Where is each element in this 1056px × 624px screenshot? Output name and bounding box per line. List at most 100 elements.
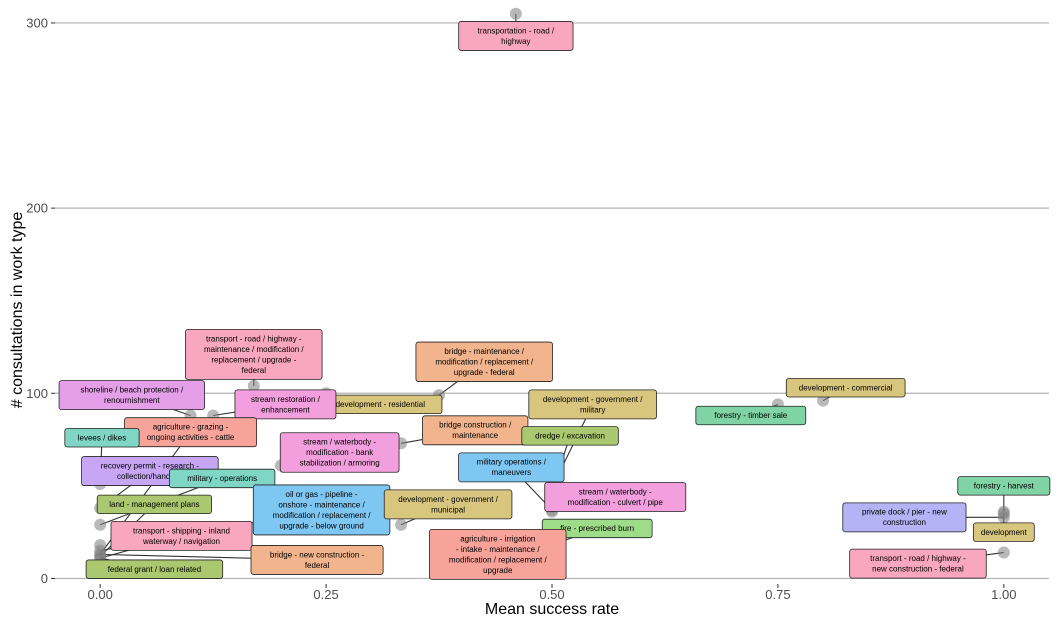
point-label-box <box>85 559 224 579</box>
y-tick-label: 0 <box>41 571 48 586</box>
point-label-text: transport - shipping - inland <box>133 526 230 535</box>
point-label-text: federal <box>242 366 267 375</box>
point-label-box <box>58 380 205 411</box>
x-tick-label: 1.00 <box>991 587 1016 602</box>
point-label-box <box>541 518 653 539</box>
point-label: agriculture - grazing -ongoing activitie… <box>124 417 258 448</box>
point-label-box <box>383 489 513 520</box>
x-tick-label: 0.75 <box>765 587 790 602</box>
point-label-text: modification / replacement / <box>449 555 548 564</box>
point-label-text: dredge / excavation <box>535 432 605 441</box>
point-label: bridge - new construction - federal <box>250 545 384 575</box>
point-label-text: maintenance <box>452 431 498 440</box>
point-label: dredge / excavation <box>521 426 619 446</box>
point-label-text: development - residential <box>336 400 426 409</box>
point-label-text: transportation - road / <box>478 26 555 35</box>
point-label: military - operations <box>169 468 276 489</box>
data-point <box>94 518 107 531</box>
x-tick-label: 0.00 <box>88 587 113 602</box>
point-label: development - government /municipal <box>383 489 513 520</box>
point-label-text: maintenance / modification / <box>204 345 304 354</box>
point-label-text: upgrade - federal <box>454 368 515 377</box>
point-label-text: forestry - timber sale <box>714 411 787 420</box>
point-label: forestry - timber sale <box>695 405 807 426</box>
point-label: transport - road / highway - new construc… <box>849 548 987 579</box>
point-label-box <box>250 545 384 575</box>
point-label-text: transport - road / highway - <box>206 334 302 343</box>
data-point <box>997 511 1010 524</box>
data-point <box>247 379 260 392</box>
point-label-text: forestry - harvest <box>974 482 1035 491</box>
point-label-box <box>110 520 253 551</box>
point-label-text: renournishment <box>104 396 160 405</box>
point-label-box <box>972 522 1035 542</box>
point-label-text: modification / replacement / <box>435 357 534 366</box>
point-label-text: onshore - maintenance / <box>278 500 365 509</box>
point-label-text: maneuvers <box>492 468 532 477</box>
point-label-box <box>279 432 400 473</box>
point-label: shoreline / beach protection /renournish… <box>58 380 205 411</box>
point-label-text: recovery permit - research - <box>101 461 200 470</box>
point-label-text: stream / waterbody - <box>303 438 376 447</box>
point-label-box <box>96 494 212 515</box>
x-axis-title: Mean success rate <box>485 601 619 618</box>
point-label-text: stream / waterbody - <box>579 487 652 496</box>
point-label: development - residential <box>318 394 443 415</box>
axis-ticks: 0 100 200 300 0.00 0.25 0.50 0.75 1.00 <box>26 15 1016 602</box>
point-label-box <box>429 528 567 580</box>
point-label-text: new construction - federal <box>872 565 964 574</box>
point-label-box <box>415 341 553 382</box>
point-label: forestry - harvest <box>957 476 1051 496</box>
y-tick-label: 200 <box>26 201 48 216</box>
point-label-text: highway <box>501 37 530 46</box>
point-label-text: oil or gas - pipeline - <box>286 490 358 499</box>
data-point <box>395 518 408 531</box>
point-label-text: modification / replacement / <box>273 511 372 520</box>
point-label-text: development - government / <box>543 395 643 404</box>
point-label-text: bridge - maintenance / <box>444 347 524 356</box>
point-label: oil or gas - pipeline -onshore - mainten… <box>252 484 391 536</box>
point-label-text: municipal <box>431 505 465 514</box>
x-tick-label: 0.25 <box>313 587 338 602</box>
point-label: bridge - maintenance /modification / rep… <box>415 341 553 382</box>
point-label-text: federal <box>305 561 330 570</box>
point-label: development - government /military <box>528 389 657 420</box>
point-label: transport - shipping - inland waterway / … <box>110 520 253 551</box>
point-label: federal grant / loan related <box>85 559 224 579</box>
point-label: levees / dikes <box>64 428 140 448</box>
y-tick-label: 300 <box>26 15 48 30</box>
point-label: transportation - road / highway <box>458 21 574 51</box>
point-label-box <box>185 328 323 380</box>
point-label: fire - prescribed burn <box>541 518 653 539</box>
point-label-box <box>544 482 687 512</box>
point-label: agriculture - irrigation - intake - maint… <box>429 528 567 580</box>
point-label-text: military - operations <box>187 474 257 483</box>
point-label-text: shoreline / beach protection / <box>80 386 184 395</box>
point-label: military operations /maneuvers <box>458 452 565 483</box>
point-label-text: - intake - maintenance / <box>456 545 540 554</box>
point-label-text: agriculture - grazing - <box>153 423 229 432</box>
point-label-text: development - commercial <box>799 383 893 392</box>
point-label: transport - road / highway - maintenance … <box>185 328 323 380</box>
point-label-box <box>842 502 967 533</box>
point-label-box <box>234 389 337 420</box>
point-label-text: military operations / <box>477 458 547 467</box>
point-label-box <box>64 428 140 448</box>
data-point <box>509 7 522 20</box>
data-point <box>997 546 1010 559</box>
x-tick-label: 0.50 <box>539 587 564 602</box>
point-label-text: land - management plans <box>109 500 199 509</box>
point-label-box <box>521 426 619 446</box>
point-label: stream / waterbody - modification - culve… <box>544 482 687 512</box>
point-label-text: ongoing activities - cattle <box>147 433 235 442</box>
y-axis-title: # consultations in work type <box>9 212 26 409</box>
y-tick-label: 100 <box>26 386 48 401</box>
point-label-box <box>169 468 276 489</box>
point-label-box <box>849 548 987 579</box>
point-label: development - commercial <box>785 378 906 398</box>
point-label-box <box>785 378 906 398</box>
point-label-text: modification - bank <box>306 448 374 457</box>
point-label-text: military <box>580 405 605 414</box>
